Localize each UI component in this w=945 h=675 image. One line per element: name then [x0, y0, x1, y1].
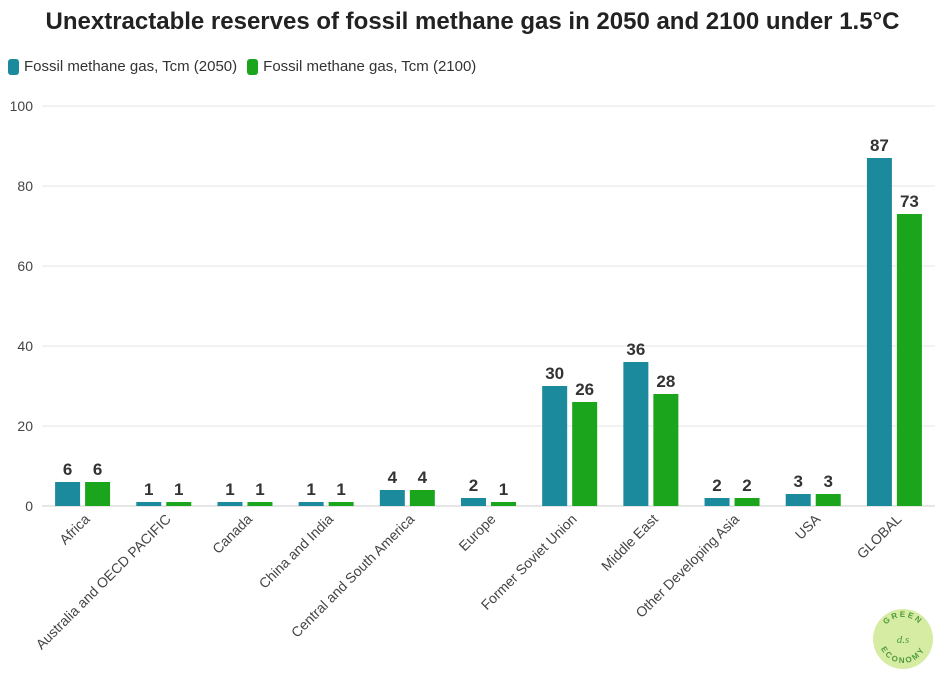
- bar[interactable]: [136, 502, 162, 506]
- legend-swatch-2050: [8, 58, 19, 75]
- data-label: 4: [418, 468, 428, 487]
- data-label: 1: [225, 480, 234, 499]
- x-tick-label: USA: [792, 510, 824, 542]
- y-tick-label: 80: [17, 178, 33, 194]
- bar[interactable]: [328, 502, 354, 506]
- bar[interactable]: [379, 490, 405, 506]
- x-tick-label: China and India: [256, 511, 337, 592]
- bar[interactable]: [815, 494, 841, 506]
- legend-item-2100[interactable]: Fossil methane gas, Tcm (2100): [247, 58, 476, 75]
- x-tick-label: Canada: [209, 511, 255, 557]
- data-label: 2: [712, 476, 721, 495]
- data-label: 73: [900, 192, 919, 211]
- legend-label-2050: Fossil methane gas, Tcm (2050): [24, 58, 238, 75]
- bar[interactable]: [55, 482, 81, 506]
- y-tick-label: 0: [25, 498, 33, 514]
- bar[interactable]: [572, 402, 598, 506]
- y-tick-label: 20: [17, 418, 33, 434]
- bar[interactable]: [704, 498, 730, 506]
- data-label: 1: [336, 480, 345, 499]
- y-tick-label: 100: [10, 98, 34, 114]
- data-label: 3: [793, 472, 802, 491]
- logo-center-text: d.s: [897, 634, 910, 646]
- data-label: 26: [575, 380, 594, 399]
- chart-title: Unextractable reserves of fossil methane…: [45, 8, 900, 35]
- data-label: 1: [174, 480, 183, 499]
- bar[interactable]: [491, 502, 516, 506]
- x-tick-label: Middle East: [598, 511, 661, 574]
- bar[interactable]: [653, 394, 679, 506]
- data-label: 6: [93, 460, 102, 479]
- legend-label-2100: Fossil methane gas, Tcm (2100): [263, 58, 477, 75]
- bar[interactable]: [623, 362, 649, 506]
- data-label: 4: [388, 468, 398, 487]
- data-label: 3: [823, 472, 832, 491]
- legend-swatch-2100: [247, 58, 259, 75]
- bar[interactable]: [542, 386, 568, 506]
- bar[interactable]: [461, 498, 486, 506]
- y-tick-label: 40: [17, 338, 33, 354]
- bar[interactable]: [85, 482, 111, 506]
- y-tick-label: 60: [17, 258, 33, 274]
- bar[interactable]: [785, 494, 811, 506]
- green-economy-logo: GREEN ECONOMY d.s: [873, 609, 933, 669]
- x-tick-label: Europe: [455, 511, 498, 554]
- data-label: 28: [656, 372, 675, 391]
- x-tick-label: Africa: [56, 511, 93, 548]
- logo-circle: [873, 609, 933, 669]
- bar[interactable]: [298, 502, 324, 506]
- bar[interactable]: [247, 502, 273, 506]
- data-label: 1: [499, 480, 508, 499]
- bar[interactable]: [896, 214, 922, 506]
- chart-legend: Fossil methane gas, Tcm (2050) Fossil me…: [8, 58, 486, 75]
- bar[interactable]: [866, 158, 892, 506]
- bar[interactable]: [217, 502, 243, 506]
- bar[interactable]: [409, 490, 435, 506]
- bar[interactable]: [166, 502, 192, 506]
- data-label: 30: [545, 364, 564, 383]
- data-label: 1: [255, 480, 264, 499]
- data-label: 87: [870, 136, 889, 155]
- data-label: 1: [144, 480, 153, 499]
- data-label: 36: [626, 340, 645, 359]
- data-label: 2: [742, 476, 751, 495]
- bar[interactable]: [734, 498, 760, 506]
- data-label: 1: [306, 480, 315, 499]
- legend-item-2050[interactable]: Fossil methane gas, Tcm (2050): [8, 58, 237, 75]
- data-label: 2: [469, 476, 478, 495]
- x-tick-label: GLOBAL: [854, 511, 905, 562]
- data-label: 6: [63, 460, 72, 479]
- x-tick-label: Australia and OECD PACIFIC: [32, 511, 174, 653]
